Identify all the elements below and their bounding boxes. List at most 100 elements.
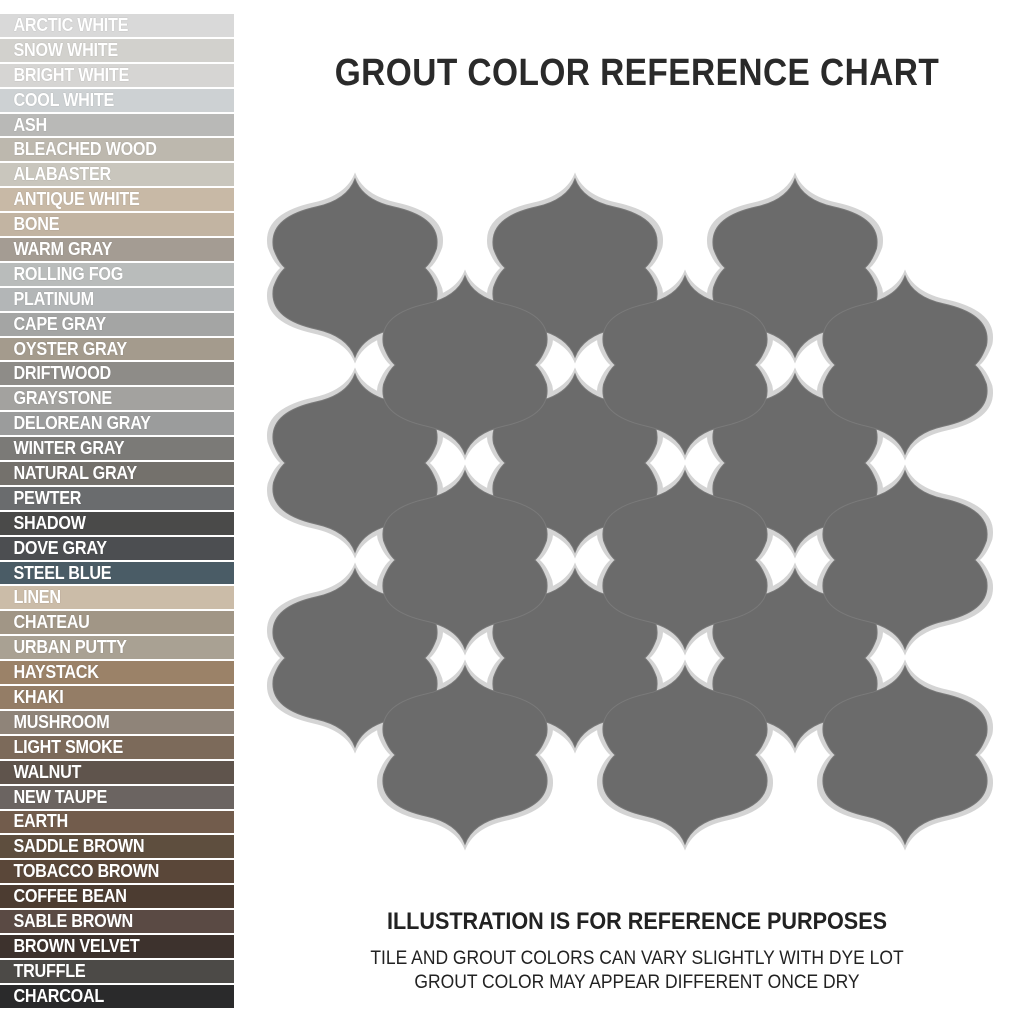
grout-swatch-label: TRUFFLE (13, 960, 86, 981)
grout-swatch: ARCTIC WHITE (0, 14, 234, 37)
grout-swatch: WALNUT (0, 760, 234, 784)
grout-swatch-label: STEEL BLUE (13, 562, 112, 583)
arabesque-tile (272, 372, 438, 554)
grout-swatch: STEEL BLUE (0, 561, 234, 585)
grout-swatch-label: LINEN (13, 587, 62, 608)
grout-swatch-label: WINTER GRAY (13, 438, 125, 459)
grout-swatch: DELOREAN GRAY (0, 412, 234, 436)
grout-swatch: NEW TAUPE (0, 785, 234, 809)
grout-swatch: TOBACCO BROWN (0, 860, 234, 884)
arabesque-tile (492, 372, 658, 554)
arabesque-tile (492, 177, 658, 359)
grout-swatch-label: ANTIQUE WHITE (13, 189, 140, 210)
arabesque-tile (822, 274, 988, 456)
grout-swatch-label: WARM GRAY (13, 238, 113, 259)
grout-swatch-label: COFFEE BEAN (13, 886, 127, 907)
grout-swatch-label: BROWN VELVET (13, 935, 140, 956)
grout-swatch: ROLLING FOG (0, 262, 234, 286)
grout-swatch-label: SABLE BROWN (13, 911, 134, 931)
grout-swatch-label: COOL WHITE (13, 89, 115, 110)
grout-swatch: CAPE GRAY (0, 312, 234, 336)
arabesque-tile (492, 567, 658, 749)
grout-swatch: COOL WHITE (0, 88, 234, 112)
grout-swatch: BRIGHT WHITE (0, 63, 234, 87)
grout-swatch-label: MUSHROOM (13, 711, 110, 732)
grout-swatch: COFFEE BEAN (0, 885, 234, 909)
grout-swatch-label: NATURAL GRAY (13, 462, 138, 483)
grout-swatch-label: ASH (13, 114, 48, 135)
grout-swatch: CHARCOAL (0, 984, 234, 1008)
grout-swatch-label: PEWTER (13, 487, 82, 508)
grout-swatch-list: ARCTIC WHITE SNOW WHITE BRIGHT WHITE COOL W… (0, 14, 234, 1010)
grout-swatch: TRUFFLE (0, 959, 234, 983)
grout-swatch-label: BRIGHT WHITE (13, 64, 130, 85)
arabesque-tile (712, 567, 878, 749)
grout-swatch: MUSHROOM (0, 710, 234, 734)
grout-swatch: BONE (0, 213, 234, 237)
grout-swatch: ALABASTER (0, 163, 234, 187)
grout-swatch-label: TOBACCO BROWN (13, 861, 160, 882)
disclaimer-line: TILE AND GROUT COLORS CAN VARY SLIGHTLY … (370, 948, 904, 969)
grout-swatch: DOVE GRAY (0, 536, 234, 560)
grout-swatch-label: DOVE GRAY (13, 537, 108, 558)
grout-swatch-label: WALNUT (13, 761, 82, 782)
grout-swatch: SABLE BROWN (0, 910, 234, 933)
grout-swatch-label: GRAYSTONE (13, 388, 113, 409)
grout-swatch: HAYSTACK (0, 661, 234, 685)
grout-swatch: URBAN PUTTY (0, 636, 234, 660)
grout-swatch-label: BONE (13, 214, 60, 235)
grout-swatch: BLEACHED WOOD (0, 138, 234, 162)
arabesque-tile (602, 274, 768, 456)
grout-swatch: SHADOW (0, 511, 234, 535)
arabesque-tile (712, 372, 878, 554)
grout-swatch: EARTH (0, 810, 234, 834)
disclaimer-heading: ILLUSTRATION IS FOR REFERENCE PURPOSES (386, 908, 888, 935)
grout-swatch: SADDLE BROWN (0, 835, 234, 859)
grout-swatch: WARM GRAY (0, 238, 234, 261)
grout-swatch-label: DRIFTWOOD (13, 363, 112, 384)
grout-swatch: SNOW WHITE (0, 38, 234, 62)
grout-swatch: PLATINUM (0, 287, 234, 311)
grout-swatch: ANTIQUE WHITE (0, 188, 234, 212)
grout-swatch: BROWN VELVET (0, 934, 234, 958)
grout-swatch-label: EARTH (13, 811, 69, 832)
grout-swatch-label: CAPE GRAY (13, 313, 107, 334)
grout-swatch-label: SNOW WHITE (13, 39, 119, 60)
grout-swatch: KHAKI (0, 686, 234, 709)
arabesque-tile (382, 274, 548, 456)
grout-swatch-label: CHARCOAL (13, 985, 105, 1006)
grout-swatch-label: NEW TAUPE (13, 786, 108, 807)
arabesque-tile (822, 664, 988, 846)
grout-swatch-label: CHATEAU (13, 612, 90, 633)
disclaimer-line: GROUT COLOR MAY APPEAR DIFFERENT ONCE DR… (414, 972, 860, 993)
arabesque-tile (602, 469, 768, 651)
grout-swatch-label: HAYSTACK (13, 662, 99, 683)
grout-swatch-label: ROLLING FOG (13, 263, 124, 284)
grout-swatch: WINTER GRAY (0, 437, 234, 461)
arabesque-tile (712, 177, 878, 359)
arabesque-tile (272, 567, 438, 749)
arabesque-tile (822, 469, 988, 651)
arabesque-tile-mosaic (266, 172, 994, 851)
grout-swatch-label: PLATINUM (13, 288, 95, 309)
grout-swatch: CHATEAU (0, 611, 234, 635)
grout-swatch: ASH (0, 113, 234, 137)
grout-swatch: LIGHT SMOKE (0, 735, 234, 759)
arabesque-tile (382, 664, 548, 846)
grout-swatch: DRIFTWOOD (0, 362, 234, 386)
grout-swatch-label: ALABASTER (13, 164, 112, 185)
grout-swatch-label: DELOREAN GRAY (13, 413, 151, 434)
grout-swatch-label: SADDLE BROWN (13, 836, 145, 857)
arabesque-tile (382, 469, 548, 651)
arabesque-tile (602, 664, 768, 846)
grout-swatch: PEWTER (0, 486, 234, 510)
grout-swatch: LINEN (0, 586, 234, 610)
page-title: GROUT COLOR REFERENCE CHART (334, 52, 940, 94)
grout-swatch: OYSTER GRAY (0, 337, 234, 361)
grout-swatch-label: BLEACHED WOOD (13, 139, 157, 160)
grout-swatch: NATURAL GRAY (0, 462, 234, 485)
grout-swatch: GRAYSTONE (0, 387, 234, 411)
grout-swatch-label: LIGHT SMOKE (13, 736, 124, 757)
grout-swatch-label: SHADOW (13, 512, 86, 533)
grout-swatch-label: KHAKI (13, 686, 64, 707)
